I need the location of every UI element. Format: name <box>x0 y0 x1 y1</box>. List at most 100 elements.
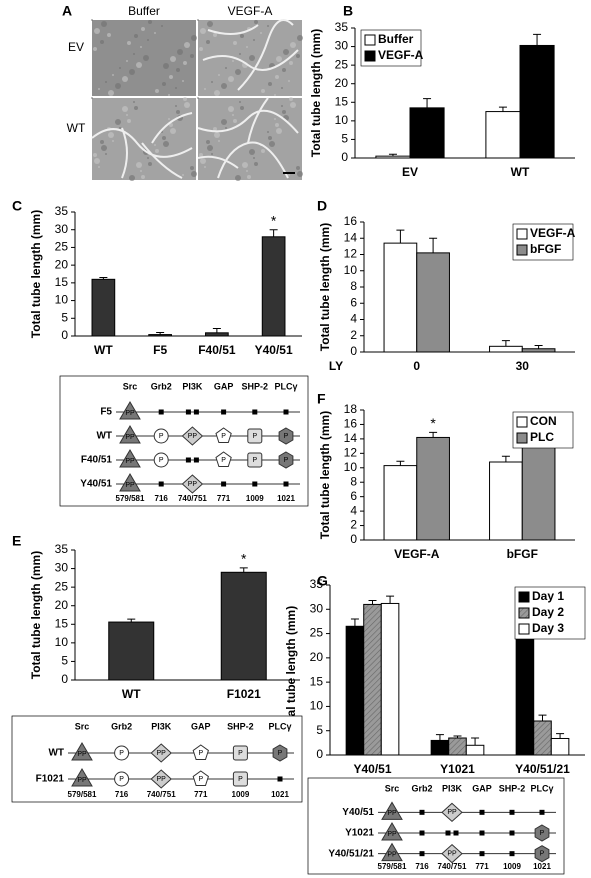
texture <box>290 102 296 108</box>
column-header: Src <box>123 381 138 391</box>
gap-site <box>192 770 209 786</box>
mutated-site <box>221 409 227 415</box>
micrograph-image <box>198 98 302 180</box>
panel-letter: E <box>12 533 21 549</box>
y-tick-label: 35 <box>310 577 324 591</box>
micrograph-image <box>92 98 196 180</box>
texture <box>289 97 293 101</box>
bar <box>409 107 445 159</box>
mutated-site <box>193 457 199 463</box>
column-header: PLCγ <box>530 783 553 793</box>
texture <box>184 102 190 108</box>
mutated-site <box>419 809 425 815</box>
site-label: PP <box>447 809 457 816</box>
texture <box>221 119 227 125</box>
y-tick-label: 25 <box>335 57 349 71</box>
texture <box>283 49 289 55</box>
site-number: 1021 <box>271 790 289 799</box>
texture <box>282 68 286 72</box>
x-axis-label: LY <box>329 359 343 373</box>
texture <box>288 174 290 176</box>
texture <box>228 106 234 112</box>
gap-site <box>215 427 232 443</box>
y-tick-label: 4 <box>350 312 357 326</box>
bar <box>521 434 556 541</box>
annotation: * <box>430 415 436 431</box>
legend-swatch <box>516 416 528 428</box>
texture <box>232 60 234 62</box>
error-bar <box>269 229 278 237</box>
texture <box>168 94 170 96</box>
gap-site <box>215 451 232 467</box>
texture <box>214 90 220 96</box>
panel-letter: F <box>317 391 326 407</box>
site-label: P <box>198 776 203 783</box>
plc-site <box>278 427 294 445</box>
texture <box>182 80 184 82</box>
mutated-site <box>193 409 199 415</box>
y-tick-label: 0 <box>350 344 357 358</box>
site-label: PP <box>387 852 397 859</box>
texture <box>140 170 142 172</box>
site-number: 1021 <box>277 494 295 503</box>
row-label: EV <box>68 40 84 54</box>
texture <box>235 69 241 75</box>
texture <box>133 101 135 103</box>
texture <box>136 162 142 168</box>
panel-letter: C <box>12 198 22 214</box>
column-header: SHP-2 <box>242 381 269 391</box>
mutated-site <box>419 851 425 857</box>
mutated-site <box>419 830 425 836</box>
y-tick-label: 15 <box>55 275 69 289</box>
texture <box>239 53 241 55</box>
src-domain <box>119 449 141 468</box>
texture <box>218 140 220 142</box>
row-label: WT <box>67 121 86 135</box>
site-number: 740/751 <box>178 494 207 503</box>
texture <box>204 88 206 90</box>
tube <box>151 112 193 144</box>
y-tick-label: 10 <box>55 635 69 649</box>
x-tick-label: 30 <box>516 359 530 373</box>
y-tick-label: 35 <box>55 204 69 218</box>
texture <box>175 105 177 107</box>
y-tick-label: 6 <box>350 295 357 309</box>
texture <box>98 88 100 90</box>
texture <box>162 82 166 86</box>
error-bar <box>534 345 543 349</box>
y-tick-label: 0 <box>350 532 357 546</box>
texture <box>141 175 145 179</box>
bar <box>91 278 116 337</box>
texture <box>276 56 282 62</box>
row-name: F40/51 <box>81 455 113 466</box>
y-tick-label: 10 <box>344 263 358 277</box>
row-name: Y1021 <box>345 828 374 839</box>
error-bar <box>127 618 136 623</box>
legend-swatch <box>518 607 530 619</box>
texture <box>213 127 217 131</box>
y-tick-label: 0 <box>341 150 348 164</box>
texture <box>170 56 176 62</box>
texture <box>182 174 184 176</box>
texture <box>155 149 159 153</box>
row-name: Y40/51 <box>342 807 374 818</box>
mutated-site <box>283 409 289 415</box>
site-number: 716 <box>155 494 169 503</box>
site-label: P <box>159 433 164 440</box>
x-tick-label: Y1021 <box>440 762 475 776</box>
texture <box>100 40 104 44</box>
texture <box>94 28 100 34</box>
legend-label: CON <box>530 414 557 428</box>
texture <box>91 19 93 21</box>
bar <box>380 602 400 756</box>
y-tick-label: 12 <box>344 247 358 261</box>
texture <box>218 74 220 76</box>
column-header: Grb2 <box>151 381 172 391</box>
legend-label: Buffer <box>378 32 414 46</box>
shp2-site <box>247 428 263 444</box>
x-tick-label: bFGF <box>507 547 538 561</box>
texture <box>98 166 100 168</box>
error-bar <box>350 618 359 627</box>
texture <box>221 83 227 89</box>
y-tick-label: 2 <box>350 328 357 342</box>
